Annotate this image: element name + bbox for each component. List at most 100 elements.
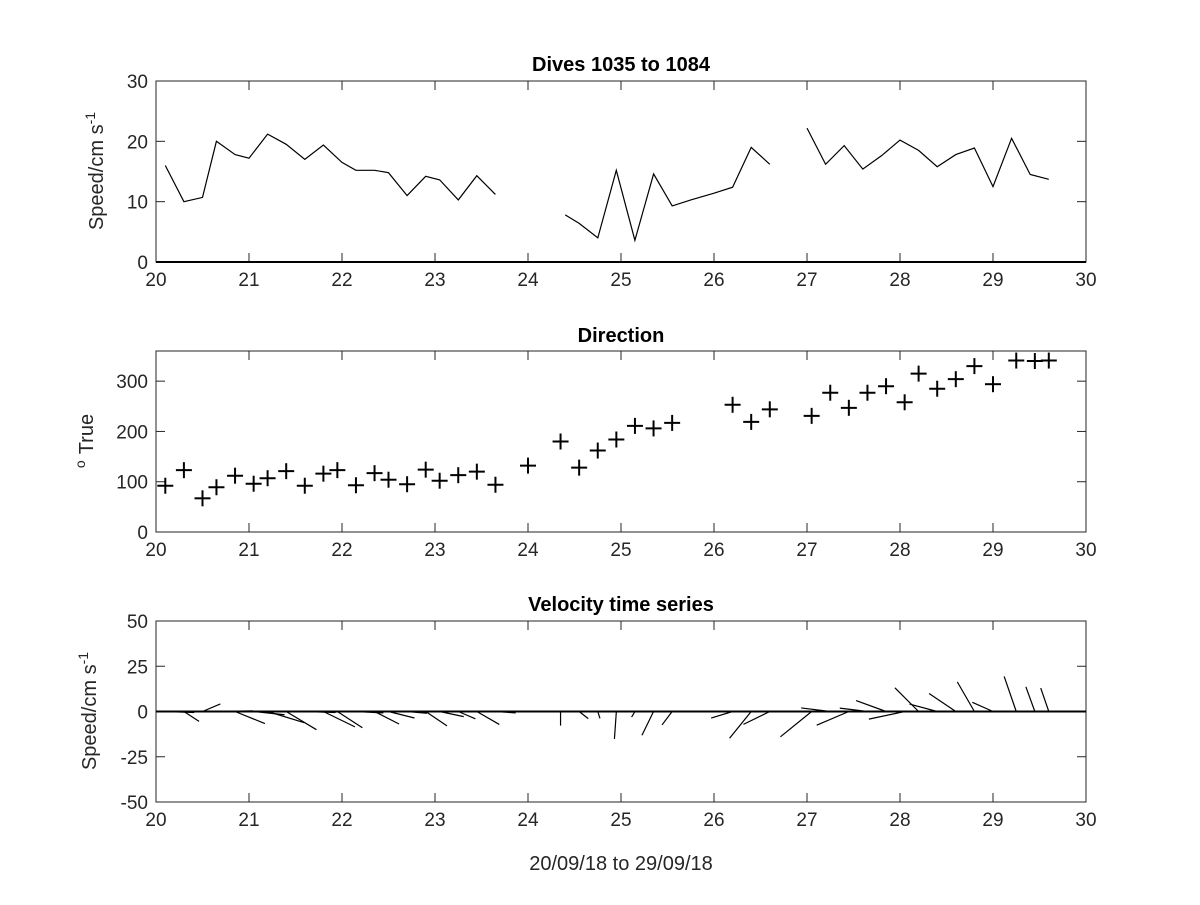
velocity-panel-xtick-label: 28	[889, 810, 910, 831]
velocity-vector	[425, 711, 448, 727]
velocity-vector	[972, 701, 994, 713]
velocity-vector	[1003, 676, 1017, 712]
velocity-vector	[253, 710, 285, 716]
velocity-vector	[868, 710, 905, 720]
speed-panel-ylabel-text: Speed/cm s	[86, 124, 108, 230]
velocity-vector	[374, 710, 400, 725]
velocity-vector	[304, 710, 336, 714]
direction-point	[822, 384, 839, 401]
velocity-panel-ylabel-text: Speed/cm s	[79, 664, 101, 770]
direction-panel-xtick-label: 22	[331, 540, 352, 561]
velocity-vector	[285, 710, 317, 731]
direction-point	[380, 471, 397, 488]
direction-panel-xtick-label: 25	[610, 540, 631, 561]
velocity-panel-ytick-label: -25	[121, 748, 148, 769]
velocity-vector	[165, 710, 195, 714]
velocity-vector	[661, 711, 673, 726]
velocity-panel-title: Velocity time series	[528, 594, 714, 616]
velocity-panel-ylabel: Speed/cm s-1	[75, 652, 101, 770]
velocity-vector	[801, 707, 831, 713]
speed-panel-xtick-label: 28	[889, 270, 910, 291]
direction-panel-xtick-label: 30	[1075, 540, 1096, 561]
speed-panel-xtick-label: 21	[238, 270, 259, 291]
speed-panel-ytick-label: 20	[127, 132, 148, 153]
speed-panel-xtick-label: 25	[610, 270, 631, 291]
direction-panel-xtick-label: 27	[796, 540, 817, 561]
direction-point	[910, 365, 927, 382]
direction-panel-xtick-label: 29	[982, 540, 1003, 561]
direction-panel-xtick-label: 21	[238, 540, 259, 561]
velocity-vector	[1025, 686, 1036, 712]
velocity-panel-xlabel: 20/09/18 to 29/09/18	[529, 853, 713, 875]
direction-panel: Direction oTrue 20 21 22 23 24 25 26 27 28 29 3001…	[72, 325, 1097, 561]
direction-point	[947, 371, 964, 388]
direction-panel-xtick-label: 28	[889, 540, 910, 561]
velocity-vector	[234, 710, 266, 725]
direction-point	[929, 380, 946, 397]
velocity-vector	[816, 710, 850, 726]
direction-point	[347, 477, 364, 494]
velocity-vector	[388, 710, 415, 719]
direction-point	[417, 461, 434, 478]
speed-panel-title: Dives 1035 to 1084	[532, 54, 711, 76]
direction-point	[724, 396, 741, 413]
direction-panel-ylabel: o True	[72, 414, 98, 468]
direction-point	[859, 384, 876, 401]
direction-point	[645, 420, 662, 437]
velocity-vector	[641, 711, 655, 736]
velocity-panel-xtick-label: 26	[703, 810, 724, 831]
direction-point	[296, 477, 313, 494]
direction-point	[896, 394, 913, 411]
direction-panel-ytick-label: 200	[116, 422, 148, 443]
speed-panel-xtick-label: 23	[424, 270, 445, 291]
velocity-vector	[780, 711, 813, 738]
speed-panel-ytick-label: 30	[127, 72, 148, 93]
direction-point	[194, 490, 211, 507]
velocity-panel-xtick-label: 24	[517, 810, 539, 831]
velocity-panel-xtick-label: 29	[982, 810, 1003, 831]
speed-panel-xtick-label: 29	[982, 270, 1003, 291]
direction-point	[840, 399, 857, 416]
speed-panel-xtick-label: 20	[145, 270, 166, 291]
speed-line-segment	[564, 146, 771, 243]
direction-point	[589, 442, 606, 459]
velocity-vector	[1040, 687, 1050, 712]
velocity-vector	[355, 710, 384, 714]
velocity-panel-ytick-label: -50	[121, 793, 148, 814]
velocity-vector	[743, 710, 771, 725]
direction-point	[366, 465, 383, 482]
speed-panel-xtick-label: 24	[517, 270, 539, 291]
speed-panel-ylabel: Speed/cm s-1	[82, 112, 108, 230]
direction-panel-ytick-label: 300	[116, 372, 148, 393]
velocity-panel-ylabel-superscript: -1	[75, 652, 91, 665]
direction-point	[803, 407, 820, 424]
direction-panel-ylabel-text: True	[76, 414, 98, 454]
velocity-panel-ytick-label: 50	[127, 612, 148, 633]
velocity-panel-xtick-label: 20	[145, 810, 166, 831]
velocity-vector	[855, 700, 887, 713]
direction-panel-xtick-label: 23	[424, 540, 445, 561]
velocity-vector	[323, 710, 356, 728]
velocity-panel-xtick-label: 27	[796, 810, 817, 831]
direction-point	[468, 463, 485, 480]
velocity-panel-xtick-label: 25	[610, 810, 631, 831]
velocity-vector	[267, 710, 305, 724]
velocity-vector	[909, 703, 938, 713]
speed-panel-xtick-label: 30	[1075, 270, 1096, 291]
direction-point	[315, 465, 332, 482]
direction-point	[608, 431, 625, 448]
velocity-vector	[439, 710, 464, 718]
speed-panel-ytick-label: 0	[137, 253, 148, 274]
velocity-vector	[956, 681, 975, 712]
direction-point	[664, 414, 681, 431]
direction-point	[157, 477, 174, 494]
speed-line-segment	[806, 127, 1049, 189]
velocity-vector	[476, 710, 500, 725]
velocity-vector	[216, 710, 253, 713]
direction-point	[520, 457, 536, 474]
direction-point	[245, 475, 262, 492]
speed-panel-axes-box	[155, 80, 1087, 263]
velocity-panel-xtick-label: 22	[331, 810, 352, 831]
direction-point	[1040, 352, 1057, 369]
